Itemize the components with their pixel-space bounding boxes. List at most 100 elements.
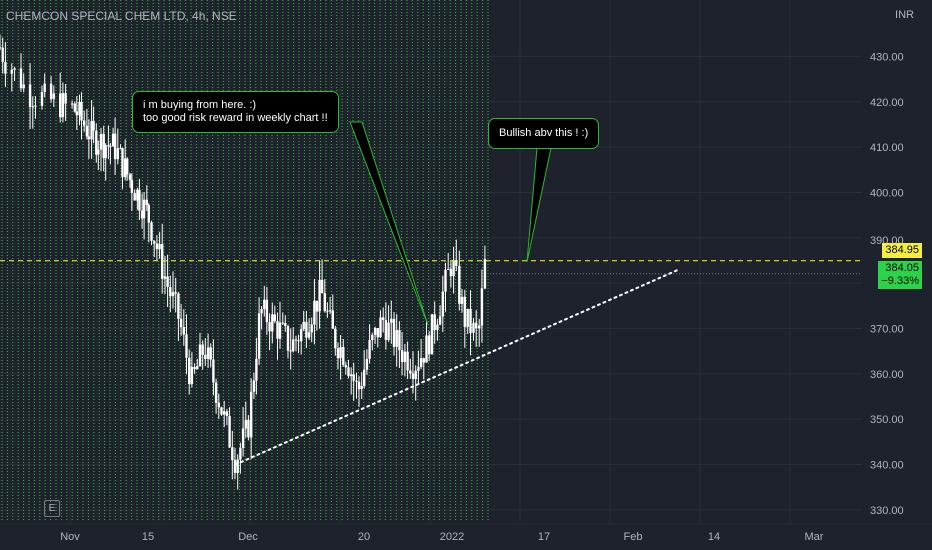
candle-body <box>350 374 353 377</box>
candle-body <box>347 367 350 377</box>
last-price-value: 384.05 <box>885 262 919 274</box>
candle-body <box>133 193 136 201</box>
bullish-note-callout[interactable]: Bullish abv this ! :) <box>488 118 600 149</box>
candle-body <box>387 322 390 340</box>
candle-body <box>281 322 284 324</box>
candle-body <box>92 121 95 131</box>
candle-body <box>430 314 434 355</box>
candle-body <box>286 326 290 351</box>
candle-body <box>0 47 2 49</box>
candle-body <box>250 391 253 438</box>
candle-body <box>480 288 484 326</box>
candle-body <box>104 145 107 159</box>
candle-body <box>307 332 311 338</box>
candle-body <box>1 47 4 62</box>
x-axis-tick-label: Feb <box>624 531 643 543</box>
candle-body <box>414 370 417 380</box>
candle-body <box>268 322 271 332</box>
candle-body <box>357 381 361 390</box>
candle-body <box>102 133 105 159</box>
candle-body <box>204 354 207 359</box>
candle-body <box>373 328 377 335</box>
candle-body <box>382 317 385 320</box>
x-axis-tick-label: 17 <box>538 531 550 543</box>
y-axis-tick-label: 360.00 <box>870 369 904 381</box>
candle-body <box>406 351 409 371</box>
candle-body <box>163 276 167 279</box>
candle-body <box>150 222 153 241</box>
candle-body <box>273 314 276 322</box>
candle-body <box>458 265 461 304</box>
candle-body <box>145 199 148 205</box>
candle-body <box>300 329 303 342</box>
candle-body <box>40 92 44 106</box>
candle-body <box>255 358 258 381</box>
earnings-badge[interactable]: E <box>44 500 60 517</box>
candle-body <box>379 317 382 338</box>
y-axis-tick-label: 400.00 <box>870 187 904 199</box>
candle-body <box>398 329 401 351</box>
candle-body <box>478 325 481 329</box>
candle-body <box>217 402 220 408</box>
buy-note-line-2: too good risk reward in weekly chart !! <box>143 112 328 124</box>
candle-body <box>403 351 407 363</box>
candle-body <box>310 324 313 333</box>
candle-body <box>70 103 74 105</box>
candle-body <box>352 374 355 381</box>
candle-body <box>95 130 98 155</box>
candle-body <box>158 244 161 250</box>
candle-body <box>196 366 199 370</box>
candle-body <box>171 292 175 297</box>
candle-body <box>355 380 358 382</box>
y-axis-tick-label: 430.00 <box>870 51 904 63</box>
candle-body <box>460 296 464 304</box>
bullish-note-text: Bullish abv this ! :) <box>499 127 589 139</box>
candle-body <box>153 240 156 244</box>
candle-body <box>390 318 393 323</box>
candle-body <box>124 158 127 178</box>
level-price-tag: 384.95 <box>882 243 922 258</box>
candle-body <box>209 347 212 360</box>
candle-body <box>190 367 194 384</box>
candle-body <box>161 244 164 279</box>
candle-body <box>140 210 144 219</box>
candle-body <box>83 120 86 126</box>
candle-body <box>452 259 455 277</box>
candle-body <box>252 380 256 392</box>
candle-body <box>305 321 308 338</box>
candle-body <box>263 299 266 309</box>
candle-body <box>400 350 404 362</box>
candle-body <box>80 102 83 121</box>
candle-body <box>422 358 425 363</box>
candle-body <box>469 308 472 333</box>
candle-body <box>193 367 196 370</box>
candle-body <box>231 447 234 461</box>
candle-body <box>225 411 229 416</box>
candle-body <box>438 316 442 325</box>
candle-body <box>436 324 439 330</box>
candle-body <box>360 386 363 390</box>
candle-body <box>73 103 76 112</box>
candle-body <box>13 68 16 70</box>
candle-body <box>297 340 300 342</box>
candle-body <box>302 321 305 330</box>
y-axis-tick-label: 350.00 <box>870 414 904 426</box>
candle-body <box>472 322 475 333</box>
candle-body <box>147 205 150 223</box>
candle-body <box>61 93 65 118</box>
candle-body <box>376 328 379 338</box>
candle-body <box>87 136 91 140</box>
candle-body <box>271 314 274 332</box>
candle-body <box>244 419 247 429</box>
candle-body <box>128 174 132 180</box>
candle-body <box>43 83 46 92</box>
candle-body <box>466 308 469 327</box>
candle-body <box>97 149 100 155</box>
buy-note-callout[interactable]: i m buying from here. :) too good risk r… <box>132 91 339 133</box>
x-axis-tick-label: 15 <box>142 531 154 543</box>
candle-body <box>111 133 115 147</box>
candle-body <box>116 148 119 160</box>
candle-body <box>119 148 122 150</box>
candle-body <box>260 309 263 314</box>
